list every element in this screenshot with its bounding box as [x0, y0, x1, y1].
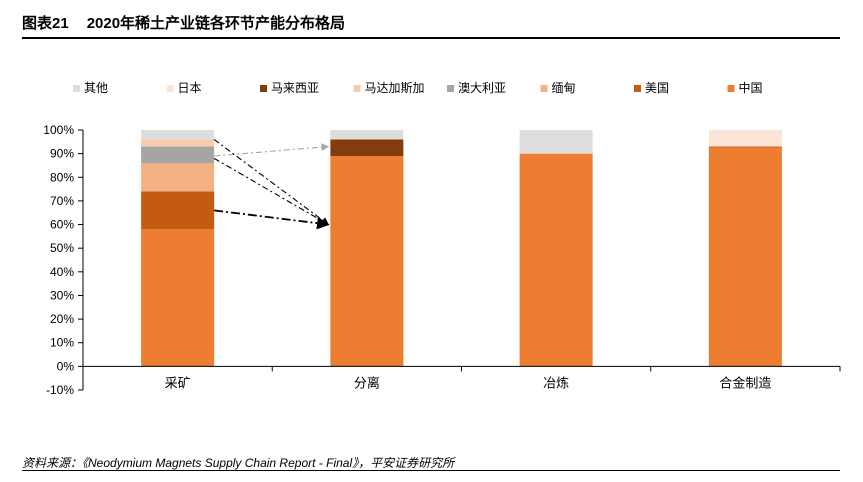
legend-swatch: [353, 85, 361, 92]
y-tick-label: -10%: [46, 383, 74, 397]
legend-label: 美国: [645, 81, 669, 95]
bar-segment: [141, 191, 215, 230]
y-tick-label: 40%: [50, 265, 74, 279]
legend-label: 日本: [178, 81, 202, 95]
y-axis: -10% 0% 10% 20% 30% 40% 50% 60% 70% 80% 90% 100%: [43, 123, 84, 397]
y-tick-label: 100%: [43, 123, 74, 137]
legend-swatch: [447, 85, 454, 92]
annotation-arrow: [214, 143, 330, 157]
legend-swatch: [727, 85, 735, 92]
x-category-label: 冶炼: [543, 375, 569, 390]
legend-swatch: [260, 85, 267, 92]
y-tick-label: 0%: [57, 359, 75, 373]
chart-legend: 其他 日本 马来西亚 马达加斯加 澳大利亚 缅甸 美国 中国: [73, 80, 763, 95]
y-tick-label: 30%: [50, 288, 74, 302]
bar-segment: [141, 229, 215, 367]
annotation-arrow: [214, 209, 330, 230]
bar-segment: [519, 130, 593, 154]
annotation-arrow: [213, 157, 330, 226]
legend-swatch: [634, 85, 641, 92]
legend-swatch: [540, 85, 548, 92]
bar-segment: [141, 139, 215, 147]
figure-title-text: 2020年稀土产业链各环节产能分布格局: [86, 15, 346, 32]
y-tick-label: 10%: [50, 336, 74, 350]
y-tick-label: 20%: [50, 312, 74, 326]
figure-title: 图表21 2020年稀土产业链各环节产能分布格局: [22, 12, 345, 33]
legend-label: 马来西亚: [271, 81, 319, 95]
x-category-label: 分离: [354, 375, 380, 390]
bar-segment: [330, 156, 404, 367]
figure-label: 图表21: [22, 15, 69, 32]
y-tick-label: 50%: [50, 241, 74, 255]
y-tick-label: 60%: [50, 218, 74, 232]
y-tick-label: 90%: [50, 147, 74, 161]
legend-label: 马达加斯加: [365, 81, 425, 95]
bar-segment: [141, 163, 215, 192]
legend-swatch: [166, 85, 174, 92]
bars-layer: [141, 130, 782, 367]
bar-segment: [141, 146, 215, 164]
bar-segment: [330, 130, 404, 140]
bar-segment: [330, 139, 404, 156]
annotation-arrow: [213, 139, 329, 226]
legend-label: 缅甸: [552, 81, 576, 95]
annotation-arrows: [213, 139, 330, 230]
legend-label: 澳大利亚: [458, 81, 506, 95]
legend-label: 其他: [84, 81, 108, 95]
y-tick-label: 70%: [50, 194, 74, 208]
y-tick-label: 80%: [50, 170, 74, 184]
x-category-label: 采矿: [165, 375, 191, 390]
x-axis: 采矿 分离 冶炼 合金制造: [82, 365, 841, 390]
title-rule: [22, 37, 840, 39]
source-note: 资料来源：《Neodymium Magnets Supply Chain Rep…: [22, 456, 455, 470]
legend-label: 中国: [739, 80, 763, 95]
legend-swatch: [73, 85, 80, 92]
bar-segment: [519, 153, 593, 367]
bar-segment: [708, 146, 782, 148]
source-rule: [22, 470, 840, 471]
bar-segment: [708, 147, 782, 367]
bar-segment: [141, 130, 215, 140]
x-category-label: 合金制造: [719, 375, 771, 390]
bar-segment: [708, 130, 782, 147]
